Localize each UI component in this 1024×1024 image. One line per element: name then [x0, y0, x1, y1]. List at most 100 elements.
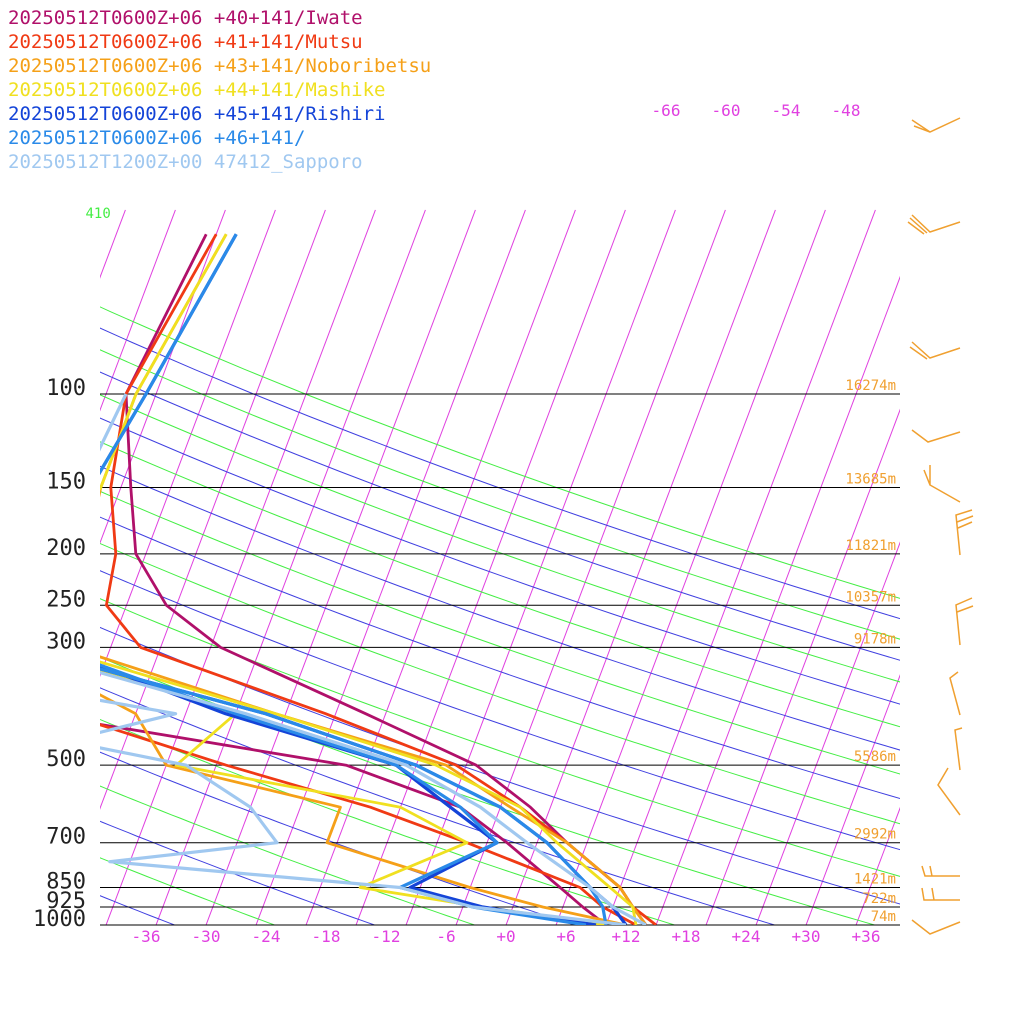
temperature-tick-label: -18 [312, 927, 341, 946]
dry-adiabat-line [100, 371, 900, 661]
height-label: 2992m [854, 827, 896, 843]
isotherm-line [155, 209, 426, 925]
wind-barb-icon [955, 509, 974, 556]
pressure-label: 1000 [33, 907, 86, 932]
dry-adiabat-line [100, 718, 677, 925]
isotherm-line [902, 210, 1024, 936]
isotherm-line [455, 209, 726, 925]
dry-adiabat-line [100, 441, 900, 728]
wind-barb-icon [907, 214, 961, 235]
temperature-tick-label: -36 [132, 927, 161, 946]
isotherm-line [952, 210, 1024, 936]
isotherm-line [505, 209, 776, 925]
dry-adiabat-line [100, 490, 900, 775]
isotherm-line [255, 209, 526, 925]
pressure-label: 100 [46, 376, 86, 401]
pressure-label: 200 [46, 536, 86, 561]
pressure-label: 925 [46, 889, 86, 914]
wind-barb-icon [911, 919, 961, 935]
isotherm-line [205, 209, 476, 925]
height-label: 16274m [845, 378, 896, 394]
dewpoint-profile [100, 723, 637, 925]
pressure-label: 300 [46, 629, 86, 654]
upper-temperature-label: -66 [652, 101, 681, 120]
wind-barb-icon [949, 671, 961, 716]
legend-entry-noboribetsu: 20250512T0600Z+06 +43+141/Noboribetsu [8, 55, 432, 77]
dry-adiabat-line [100, 820, 376, 925]
dry-adiabat-line [100, 687, 777, 925]
dewpoint-profile [100, 668, 607, 925]
isotherm-line [0, 210, 25, 936]
dry-adiabat-line [100, 570, 900, 851]
pressure-label: 850 [46, 870, 86, 895]
dry-adiabat-line [100, 516, 900, 800]
pressure-label: 250 [46, 587, 86, 612]
dewpoint-profile [100, 663, 587, 925]
dry-adiabat-line [100, 656, 877, 925]
height-label: 10357m [845, 589, 896, 605]
pressure-label: 500 [46, 747, 86, 772]
background-grid [0, 209, 1024, 936]
dry-adiabat-line [100, 785, 477, 925]
temperature-tick-label: +12 [612, 927, 641, 946]
temperature-tick-label: +0 [496, 927, 515, 946]
dry-adiabat-line [100, 394, 900, 683]
wind-barb-icon [937, 767, 961, 816]
sounding-profiles [100, 233, 657, 925]
legend-entry-rishiri: 20250512T0600Z+06 +45+141/Rishiri [8, 103, 386, 125]
isotherm-line [855, 806, 900, 925]
dry-adiabat-line [100, 598, 900, 877]
wind-barb-icon [911, 429, 961, 443]
legend-entry-46n141e: 20250512T0600Z+06 +46+141/ [8, 127, 306, 149]
dewpoint-profile [100, 664, 597, 925]
height-label: 9178m [854, 631, 896, 647]
dry-adiabat-line [100, 465, 900, 751]
legend-entry-iwate: 20250512T0600Z+06 +40+141/Iwate [8, 7, 363, 29]
temperature-tick-label: -24 [252, 927, 281, 946]
dry-adiabat-line [100, 349, 900, 640]
dry-adiabat-line [100, 895, 176, 925]
wind-barb-icon [955, 597, 974, 646]
dry-adiabat-line [100, 857, 276, 925]
legend-entry-sapporo: 20250512T1200Z+00 47412_Sapporo [8, 151, 363, 173]
upper-temperature-label: -60 [712, 101, 741, 120]
isotherm-line [755, 541, 900, 925]
temperature-tick-label: +36 [852, 927, 881, 946]
temperature-profile [100, 233, 608, 925]
isotherm-line [100, 209, 326, 810]
dewpoint-profile [100, 698, 627, 925]
wind-barb-icon [923, 465, 961, 503]
legend-entry-mutsu: 20250512T0600Z+06 +41+141/Mutsu [8, 31, 363, 53]
wind-barb-icon [921, 865, 960, 877]
temperature-profile [100, 393, 647, 925]
isotherm-line [705, 408, 900, 925]
temperature-tick-label: -30 [192, 927, 221, 946]
temperature-tick-label: -12 [372, 927, 401, 946]
legend-entry-mashike: 20250512T0600Z+06 +44+141/Mashike [8, 79, 386, 101]
temperature-tick-label: -6 [436, 927, 455, 946]
dry-adiabat-line [100, 626, 900, 905]
dry-adiabat-line [100, 417, 900, 705]
height-label: 13685m [845, 472, 896, 488]
isotherm-line [805, 674, 900, 925]
theta-label: 410 [86, 206, 111, 222]
wind-barb-icon [911, 117, 961, 133]
isotherm-line [105, 209, 376, 925]
height-label: 11821m [845, 538, 896, 554]
temperature-tick-label: +6 [556, 927, 575, 946]
upper-temperature-label: -48 [832, 101, 861, 120]
height-label: 722m [862, 891, 896, 907]
wind-barb-icon [954, 727, 963, 771]
isotherm-line [355, 209, 626, 925]
height-label: 1421m [854, 872, 896, 888]
pressure-label: 150 [46, 470, 86, 495]
isotherm-line [405, 209, 676, 925]
dry-adiabat-line [100, 751, 577, 925]
temperature-tick-label: +30 [792, 927, 821, 946]
height-label: 5586m [854, 749, 896, 765]
upper-temperature-label: -54 [772, 101, 801, 120]
isotherm-line [605, 209, 876, 925]
dry-adiabat-line [100, 542, 900, 825]
isotherm-line [100, 209, 176, 412]
